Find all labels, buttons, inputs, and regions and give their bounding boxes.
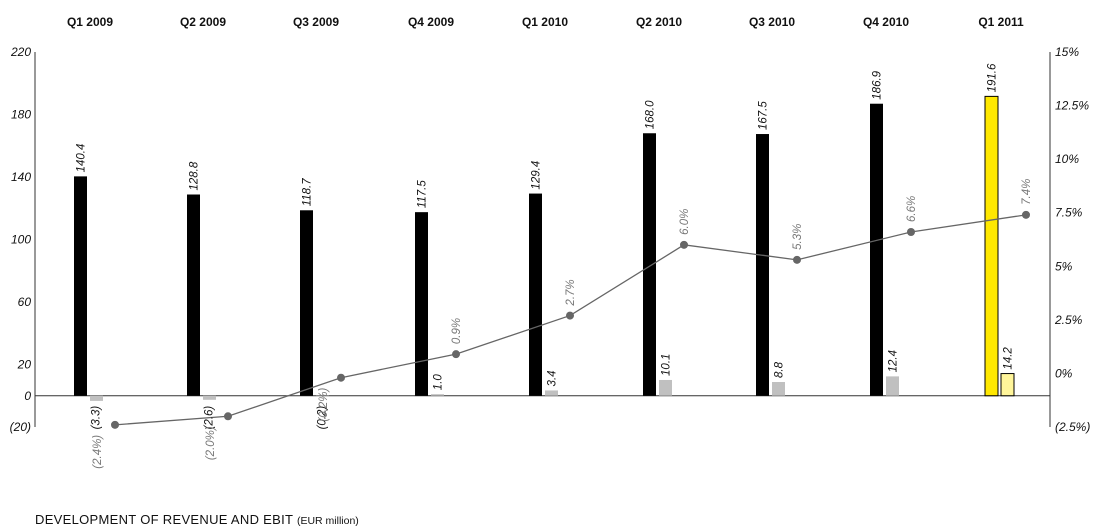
revenue-bar [74, 176, 87, 396]
ebit-margin-point [907, 228, 915, 236]
revenue-bar [187, 194, 200, 396]
right-tick-label: 7.5% [1055, 206, 1083, 220]
ebit-bar [772, 382, 785, 396]
ebit-value-label: 10.1 [661, 354, 673, 376]
category-label: Q2 2010 [636, 15, 682, 29]
chart-title: DEVELOPMENT OF REVENUE AND EBIT [35, 512, 294, 527]
chart-title-unit: (EUR million) [296, 515, 359, 527]
revenue-bar [643, 133, 656, 396]
ebit-margin-label: 6.0% [679, 209, 691, 235]
revenue-value-label: 186.9 [872, 70, 884, 99]
ebit-margin-label: (2.0%) [205, 426, 217, 460]
ebit-value-label: 14.2 [1003, 347, 1015, 370]
ebit-value-label: 8.8 [774, 361, 786, 378]
category-label: Q1 2010 [522, 15, 568, 29]
left-tick-label: (20) [10, 420, 31, 434]
ebit-value-label: (3.3) [91, 406, 103, 430]
revenue-value-label: 129.4 [531, 161, 543, 190]
revenue-value-label: 167.5 [758, 101, 770, 130]
ebit-bar [203, 395, 216, 400]
ebit-value-label: 3.4 [547, 370, 559, 386]
revenue-bar [870, 103, 883, 396]
right-axis-tick-labels: 15% 12.5% 10% 7.5% 5% 2.5% 0% (2.5%) [1054, 45, 1090, 434]
revenue-bar [984, 95, 999, 397]
ebit-margin-point [337, 373, 345, 382]
ebit-margin-point [111, 420, 119, 429]
revenue-value-label: 168.0 [645, 100, 657, 129]
revenue-bar [756, 134, 769, 396]
ebit-margin-point [452, 350, 460, 359]
ebit-margin-label: 0.9% [451, 318, 463, 344]
revenue-value-label: 117.5 [417, 180, 429, 209]
ebit-bar [1000, 373, 1015, 397]
ebit-bar [90, 395, 103, 401]
category-label: Q4 2009 [408, 15, 454, 29]
ebit-margin-label: (0.2%) [318, 388, 330, 422]
right-tick-label: 15% [1055, 45, 1079, 59]
right-tick-label: 2.5% [1054, 313, 1083, 327]
ebit-margin-point [793, 255, 801, 264]
right-tick-label: 12.5% [1055, 99, 1089, 113]
ebit-margin-point [1022, 210, 1030, 219]
revenue-bar [529, 193, 542, 396]
ebit-bar [659, 379, 672, 396]
ebit-margin-label: 6.6% [906, 196, 918, 222]
category-labels: Q1 2009 Q2 2009 Q3 2009 Q4 2009 Q1 2010 Q2 20… [67, 15, 1024, 29]
category-label: Q4 2010 [863, 15, 909, 29]
chart-caption: DEVELOPMENT OF REVENUE AND EBIT (EUR mil… [35, 512, 359, 527]
ebit-bar [545, 390, 558, 396]
ebit-margin-point [566, 311, 574, 320]
ebit-margin-line [111, 210, 1030, 429]
ebit-value-label: 12.4 [888, 350, 900, 372]
value-labels: 140.4 (3.3) 128.8 (2.6) 118.7 (0.2) 117.5 1.0 12… [76, 63, 1034, 469]
left-tick-label: 140 [11, 170, 31, 184]
revenue-value-label: 140.4 [76, 144, 88, 173]
left-tick-label: 220 [10, 45, 31, 59]
revenue-bar [300, 210, 313, 396]
left-axis-tick-labels: 220 180 140 100 60 20 0 (20) [10, 45, 32, 434]
right-tick-label: (2.5%) [1055, 420, 1090, 434]
category-label: Q3 2009 [293, 15, 339, 29]
ebit-margin-point [680, 240, 688, 249]
ebit-margin-label: 7.4% [1021, 179, 1033, 205]
ebit-margin-label: 5.3% [792, 224, 804, 250]
revenue-value-label: 118.7 [302, 178, 314, 207]
revenue-bar [415, 212, 428, 396]
ebit-bar [886, 376, 899, 396]
ebit-margin-label: 2.7% [565, 279, 577, 306]
right-tick-label: 0% [1055, 366, 1073, 380]
left-tick-label: 100 [11, 233, 31, 247]
ebit-value-label: 1.0 [433, 374, 445, 391]
ebit-bar [431, 394, 444, 396]
category-label: Q1 2011 [978, 15, 1024, 29]
category-label: Q1 2009 [67, 15, 113, 29]
left-tick-label: 20 [17, 358, 32, 372]
revenue-value-label: 191.6 [987, 63, 999, 92]
category-label: Q3 2010 [749, 15, 795, 29]
ebit-bars [90, 373, 1015, 401]
category-label: Q2 2009 [180, 15, 226, 29]
left-tick-label: 0 [24, 389, 31, 403]
ebit-margin-label: (2.4%) [92, 435, 104, 469]
right-tick-label: 5% [1055, 259, 1073, 273]
ebit-bar [316, 395, 329, 397]
ebit-margin-point [224, 412, 232, 421]
right-tick-label: 10% [1055, 152, 1079, 166]
revenue-value-label: 128.8 [189, 161, 201, 190]
revenue-bars [74, 95, 999, 397]
ebit-value-label: (0.2) [317, 406, 329, 430]
left-tick-label: 60 [18, 295, 32, 309]
ebit-value-label: (2.6) [204, 406, 216, 430]
left-tick-label: 180 [11, 108, 31, 122]
